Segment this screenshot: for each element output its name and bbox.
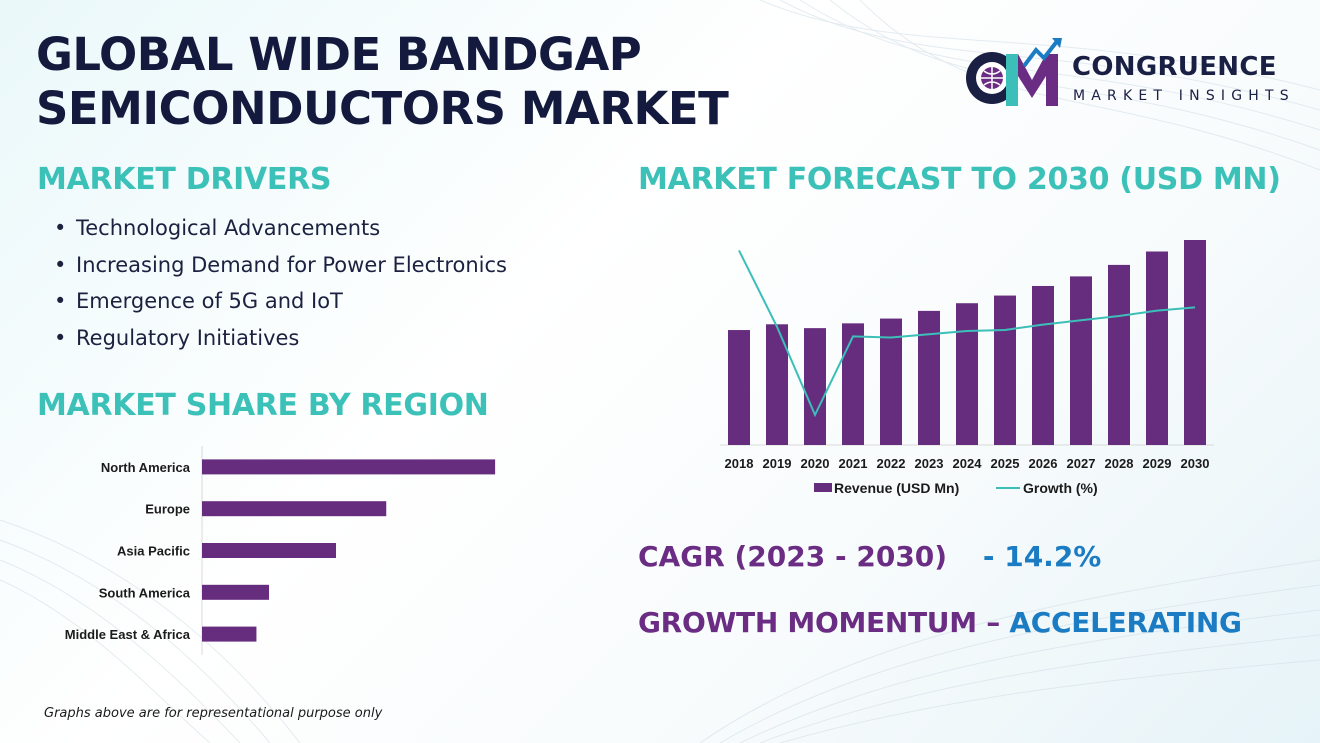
revenue-bar: [918, 310, 940, 445]
region-tick-label: Europe: [145, 502, 190, 517]
revenue-bar: [1184, 240, 1206, 445]
year-tick-label: 2020: [801, 456, 830, 471]
revenue-bar: [880, 318, 902, 445]
driver-label: Emergence of 5G and IoT: [76, 289, 343, 313]
year-tick-label: 2029: [1143, 456, 1172, 471]
forecast-heading: MARKET FORECAST TO 2030 (USD MN): [638, 162, 1281, 197]
legend-revenue-label: Revenue (USD Mn): [834, 480, 959, 496]
region-bar: [202, 501, 387, 517]
revenue-bar: [994, 295, 1016, 445]
page-title-line-1: GLOBAL WIDE BANDGAP: [36, 28, 642, 81]
page-title-line-2: SEMICONDUCTORS MARKET: [36, 82, 729, 135]
momentum-label: GROWTH MOMENTUM –: [638, 606, 1000, 639]
region-heading: MARKET SHARE BY REGION: [37, 388, 489, 423]
region-bar: [202, 543, 336, 558]
cagr-value: - 14.2%: [982, 540, 1102, 573]
cmi-logo-icon: [966, 38, 1062, 106]
logo-name: CONGRUENCE: [1072, 52, 1277, 82]
region-bar: [202, 459, 496, 475]
year-tick-label: 2030: [1181, 456, 1210, 471]
revenue-bar: [1108, 264, 1130, 445]
cagr-label: CAGR (2023 - 2030): [638, 540, 948, 573]
year-tick-label: 2023: [915, 456, 944, 471]
driver-label: Increasing Demand for Power Electronics: [76, 252, 508, 277]
revenue-bar: [1070, 276, 1092, 445]
list-item: • Technological Advancements: [54, 216, 381, 240]
year-tick-label: 2025: [991, 456, 1020, 471]
year-tick-label: 2028: [1105, 456, 1134, 471]
region-share-chart: North America Europe Asia Pacific South Ame…: [65, 446, 496, 655]
list-item: • Emergence of 5G and IoT: [54, 289, 343, 313]
drivers-heading: MARKET DRIVERS: [37, 162, 332, 197]
legend-revenue-swatch: [814, 483, 832, 492]
revenue-bar: [956, 303, 978, 445]
region-tick-label: North America: [101, 460, 191, 475]
forecast-chart: 2018 2019 2020 2021 2022 2023 2024 2025 2026 2027…: [720, 240, 1214, 496]
revenue-bar: [1032, 285, 1054, 445]
region-tick-label: Asia Pacific: [117, 544, 190, 559]
momentum-value: ACCELERATING: [1009, 606, 1242, 639]
revenue-bar: [1146, 251, 1168, 445]
revenue-bar: [842, 323, 864, 445]
driver-label: Technological Advancements: [76, 216, 381, 240]
list-item: • Regulatory Initiatives: [54, 325, 300, 350]
legend-growth-label: Growth (%): [1023, 480, 1098, 496]
drivers-list: • Technological Advancements • Increasing …: [54, 210, 507, 356]
revenue-bar: [804, 328, 826, 445]
year-tick-label: 2024: [953, 456, 983, 471]
year-tick-label: 2021: [839, 456, 868, 471]
region-bar: [202, 584, 269, 600]
region-tick-label: Middle East & Africa: [65, 627, 191, 642]
year-tick-label: 2019: [763, 456, 792, 471]
cagr-statement: CAGR (2023 - 2030) - 14.2%: [638, 540, 1101, 573]
page-title: GLOBAL WIDE BANDGAP SEMICONDUCTORS MARKE…: [36, 28, 796, 136]
year-tick-label: 2026: [1029, 456, 1058, 471]
year-tick-label: 2027: [1067, 456, 1096, 471]
revenue-bar: [728, 330, 750, 445]
year-tick-label: 2018: [725, 456, 754, 471]
region-tick-label: South America: [99, 585, 191, 600]
driver-label: Regulatory Initiatives: [76, 325, 300, 350]
list-item: • Increasing Demand for Power Electronics: [54, 252, 508, 277]
revenue-bar: [766, 324, 788, 445]
logo-subtitle: MARKET INSIGHTS: [1073, 88, 1295, 104]
year-tick-label: 2022: [877, 456, 906, 471]
growth-momentum-statement: GROWTH MOMENTUM – ACCELERATING: [638, 606, 1242, 639]
brand-logo: CONGRUENCE MARKET INSIGHTS: [962, 36, 1292, 112]
region-bar: [202, 626, 257, 642]
footnote: Graphs above are for representational pu…: [44, 706, 383, 721]
